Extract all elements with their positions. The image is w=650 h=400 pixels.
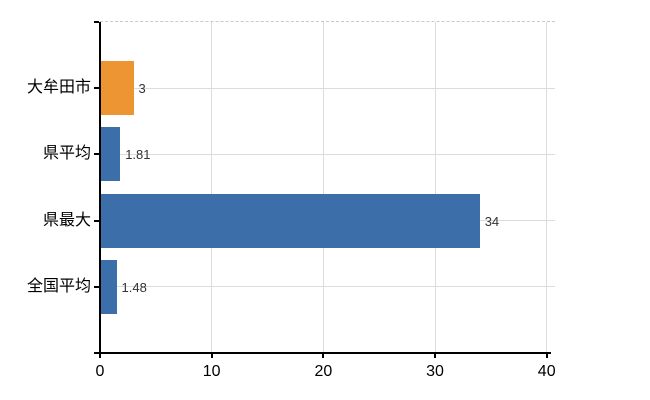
bar-全国平均 xyxy=(101,259,117,314)
y-axis-end-tick xyxy=(94,21,99,23)
gridline-vertical xyxy=(546,22,548,353)
x-tick-label: 0 xyxy=(95,363,105,380)
bar-県最大 xyxy=(101,193,480,248)
y-axis-tick xyxy=(94,87,99,90)
gridline-vertical xyxy=(211,22,213,353)
bar-value-label: 3 xyxy=(138,81,146,97)
x-axis-tick xyxy=(545,353,548,358)
gridline-vertical xyxy=(434,22,436,353)
category-label: 県平均 xyxy=(42,145,91,163)
x-axis-tick xyxy=(99,353,101,358)
gridline-horizontal xyxy=(100,286,555,288)
x-axis-tick xyxy=(210,353,213,358)
bar-value-label: 34 xyxy=(484,213,500,229)
y-axis-tick xyxy=(94,153,99,156)
x-axis-tick xyxy=(434,353,437,358)
bar-県平均 xyxy=(101,127,121,182)
x-tick-label: 20 xyxy=(314,363,333,380)
bar-大牟田市 xyxy=(101,61,134,116)
gridline-vertical xyxy=(322,22,324,353)
x-tick-label: 10 xyxy=(202,363,221,380)
gridline-horizontal xyxy=(100,87,555,89)
bar-value-label: 1.48 xyxy=(121,279,147,295)
category-label: 県最大 xyxy=(42,211,91,229)
x-tick-label: 30 xyxy=(426,363,444,380)
y-axis-tick xyxy=(94,219,99,222)
category-label: 大牟田市 xyxy=(26,79,91,97)
plot-top-border xyxy=(100,21,555,22)
category-label: 全国平均 xyxy=(26,277,91,295)
bar-value-label: 1.81 xyxy=(125,147,151,163)
x-axis-tick xyxy=(322,353,325,358)
gridline-horizontal xyxy=(100,153,555,155)
y-axis-tick xyxy=(94,285,99,288)
y-axis-line xyxy=(99,22,101,353)
x-tick-label: 40 xyxy=(537,363,556,380)
